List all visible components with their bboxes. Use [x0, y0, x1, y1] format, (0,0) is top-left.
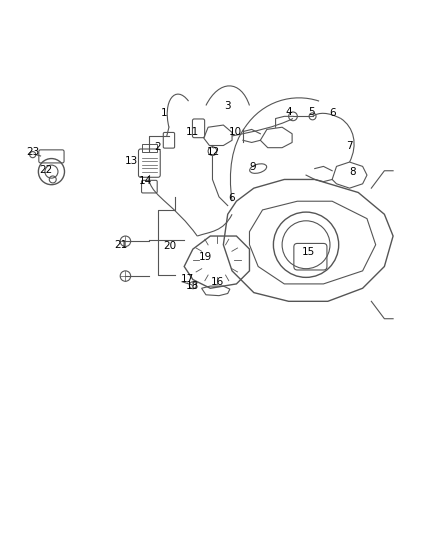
Text: 7: 7 [346, 141, 353, 150]
Text: 5: 5 [308, 107, 315, 117]
Text: 6: 6 [229, 193, 235, 203]
Text: 12: 12 [207, 148, 220, 157]
Text: 10: 10 [229, 127, 242, 138]
Text: 2: 2 [154, 142, 160, 152]
Text: 11: 11 [186, 127, 200, 138]
Text: 3: 3 [224, 101, 231, 111]
Text: 15: 15 [302, 247, 315, 257]
Text: 22: 22 [39, 165, 53, 175]
Text: 4: 4 [285, 107, 292, 117]
Text: 23: 23 [26, 148, 39, 157]
Text: 14: 14 [138, 176, 152, 186]
Text: 20: 20 [164, 240, 177, 251]
Text: 8: 8 [350, 167, 357, 176]
Text: 1: 1 [161, 108, 168, 118]
Text: 6: 6 [330, 108, 336, 118]
Text: 19: 19 [198, 252, 212, 262]
Text: 16: 16 [211, 277, 224, 287]
Text: 9: 9 [250, 162, 256, 172]
Text: 18: 18 [185, 281, 199, 291]
Text: 17: 17 [181, 273, 194, 284]
Text: 21: 21 [114, 240, 128, 250]
Text: 13: 13 [124, 156, 138, 166]
